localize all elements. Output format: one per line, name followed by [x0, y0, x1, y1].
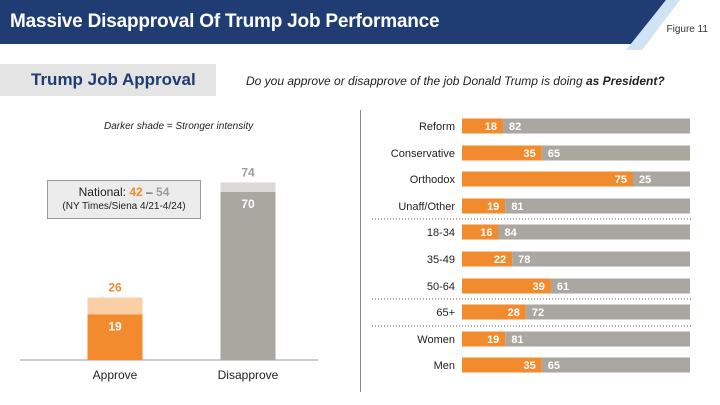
bar-approve-orthodox	[462, 171, 633, 187]
value-approve-18-34: 16	[480, 227, 492, 239]
category-label-disapprove: Disapprove	[218, 368, 279, 382]
bar-disapprove-reform	[503, 118, 690, 134]
row-label-men: Men	[434, 360, 455, 372]
row-label-women: Women	[417, 334, 455, 346]
value-disapprove-men: 65	[548, 360, 560, 372]
row-label-unaff-other: Unaff/Other	[398, 201, 455, 213]
bar-approve-reform	[462, 118, 504, 134]
bar-approve-women	[462, 331, 506, 347]
question-emphasis: as President?	[585, 74, 665, 88]
bar-disapprove-65-	[525, 304, 690, 320]
section-title-box	[0, 64, 216, 96]
section-title: Trump Job Approval	[31, 70, 196, 89]
value-approve-50-64: 39	[533, 281, 545, 293]
national-poll-box: National: 42 – 54 (NY Times/Siena 4/21-4…	[47, 180, 201, 219]
row-label-conservative: Conservative	[391, 148, 455, 160]
bar-strong-approve	[87, 314, 143, 360]
bar-approve-18-34	[462, 224, 499, 240]
row-label-orthodox: Orthodox	[410, 174, 456, 186]
bar-disapprove-18-34	[498, 224, 690, 240]
bar-total-approve	[87, 297, 143, 315]
value-approve-women: 19	[487, 334, 499, 346]
national-source: (NY Times/Siena 4/21-4/24)	[62, 201, 186, 212]
value-disapprove-18-34: 84	[504, 227, 517, 239]
value-approve-conservative: 35	[524, 148, 536, 160]
value-disapprove-women: 81	[511, 334, 523, 346]
approval-bar-chart: 26 19 Approve 74 70 Disapprove	[20, 165, 318, 382]
bar-disapprove-women	[505, 331, 690, 347]
bar-disapprove-orthodox	[633, 171, 690, 187]
label-total-approve: 26	[108, 281, 122, 295]
national-dash: –	[142, 185, 157, 199]
value-disapprove-unaff-other: 81	[511, 201, 523, 213]
question-prefix: Do you approve or disapprove of the job …	[246, 74, 586, 88]
row-label-35-49: 35-49	[427, 254, 455, 266]
bar-disapprove-unaff-other	[505, 198, 690, 214]
value-disapprove-35-49: 78	[518, 254, 530, 266]
page-title: Massive Disapproval Of Trump Job Perform…	[10, 11, 440, 32]
category-label-approve: Approve	[93, 368, 138, 382]
value-approve-men: 35	[524, 360, 536, 372]
bar-total-disapprove	[220, 182, 276, 192]
row-label-65-: 65+	[436, 307, 455, 319]
value-approve-orthodox: 75	[615, 174, 627, 186]
value-approve-reform: 18	[485, 121, 497, 133]
bar-disapprove-50-64	[550, 278, 690, 294]
intensity-note: Darker shade = Stronger intensity	[104, 121, 254, 132]
bar-approve-unaff-other	[462, 198, 506, 214]
value-disapprove-65-: 72	[532, 307, 544, 319]
national-approve: 42	[129, 185, 143, 199]
value-disapprove-50-64: 61	[557, 281, 569, 293]
national-line: National: 42 – 54	[48, 185, 200, 199]
bar-approve-conservative	[462, 145, 542, 161]
figure-label: Figure 11	[666, 24, 708, 35]
value-disapprove-reform: 82	[509, 121, 521, 133]
bar-approve-65-	[462, 304, 526, 320]
bar-strong-disapprove	[220, 192, 276, 360]
bar-disapprove-35-49	[512, 251, 690, 267]
label-total-disapprove: 74	[241, 165, 255, 179]
value-approve-35-49: 22	[494, 254, 506, 266]
value-approve-unaff-other: 19	[487, 201, 499, 213]
bar-approve-men	[462, 357, 542, 373]
row-label-18-34: 18-34	[427, 227, 455, 239]
label-strong-approve: 19	[108, 319, 122, 333]
value-approve-65-: 28	[508, 307, 520, 319]
bar-disapprove-men	[541, 357, 690, 373]
value-disapprove-orthodox: 25	[639, 174, 651, 186]
title-banner	[0, 0, 680, 50]
national-prefix: National:	[78, 185, 130, 199]
label-strong-disapprove: 70	[241, 197, 255, 211]
question-text: Do you approve or disapprove of the job …	[246, 74, 665, 88]
value-disapprove-conservative: 65	[548, 148, 560, 160]
bar-approve-35-49	[462, 251, 513, 267]
row-label-50-64: 50-64	[427, 281, 455, 293]
bar-approve-50-64	[462, 278, 551, 294]
row-label-reform: Reform	[419, 121, 455, 133]
bar-disapprove-conservative	[541, 145, 690, 161]
panel-divider	[360, 110, 361, 392]
national-disapprove: 54	[156, 185, 170, 199]
